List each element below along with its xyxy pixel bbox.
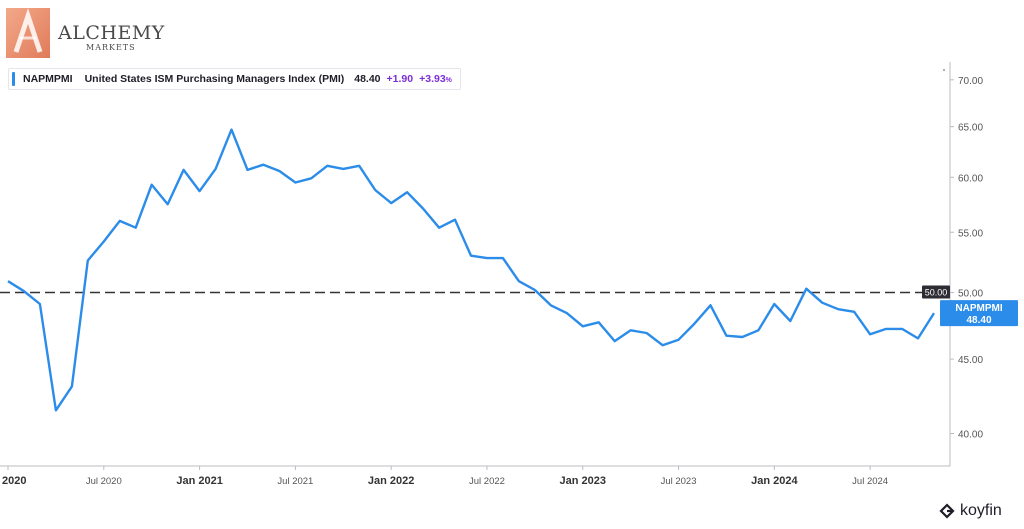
y-tick-label: 40.00 (958, 430, 983, 441)
y-tick-label: 50.00 (958, 289, 983, 300)
y-tick-label: 60.00 (958, 173, 983, 184)
legend-percent: +3.93% (419, 73, 452, 85)
x-tick-label: Jan 2023 (560, 475, 606, 487)
series-group (7, 128, 936, 412)
brand-name: ALCHEMY (58, 22, 165, 44)
corner-dot (943, 69, 945, 71)
alchemy-logo: ALCHEMY MARKETS (6, 6, 164, 58)
y-axis-ticks: 40.00 45.00 50.00 55.00 60.00 65.00 70.00 (950, 76, 983, 441)
legend-change: +1.90 (386, 73, 414, 85)
koyfin-logo-icon (939, 503, 955, 519)
y-tick-label: 45.00 (958, 355, 983, 366)
x-tick-label: Jul 2021 (277, 476, 313, 487)
legend-ticker: NAPMPMI (23, 73, 73, 85)
x-axis-ticks: 2020 Jul 2020 Jan 2021 Jul 2021 Jan 2022 Jul … (2, 466, 888, 487)
legend-value: 48.40 (354, 73, 381, 85)
chart-frame (0, 62, 951, 467)
last-value-tag-value: 48.40 (966, 315, 991, 326)
koyfin-watermark: koyfin (938, 502, 1002, 520)
koyfin-wordmark: koyfin (960, 502, 1002, 519)
y-tick-label: 70.00 (958, 76, 983, 87)
alchemy-logo-icon (6, 8, 50, 58)
x-tick-label: Jan 2021 (176, 475, 222, 487)
x-tick-label: Jan 2022 (368, 475, 414, 487)
x-tick-label: Jul 2020 (86, 476, 122, 487)
reference-tag: 50.00 (922, 285, 950, 299)
reference-tag-bg (922, 285, 950, 299)
last-value-tag-bg (940, 300, 1018, 327)
y-tick-label: 65.00 (958, 123, 983, 134)
series-color-swatch (12, 72, 15, 86)
reference-tag-label: 50.00 (925, 288, 948, 298)
x-tick-label: Jul 2022 (469, 476, 505, 487)
brand-subtitle: MARKETS (86, 43, 136, 52)
y-tick-label: 55.00 (958, 228, 983, 239)
x-tick-label: Jul 2023 (661, 476, 697, 487)
x-tick-label: Jan 2024 (751, 475, 798, 487)
x-tick-label: Jul 2024 (852, 476, 888, 487)
napmpmi-series-line (7, 128, 936, 412)
legend-description: United States ISM Purchasing Managers In… (84, 73, 345, 85)
legend-percent-value: +3.93 (419, 73, 446, 85)
legend-percent-unit: % (445, 77, 452, 84)
last-value-tag-ticker: NAPMPMI (955, 303, 1002, 314)
series-legend[interactable]: NAPMPMI United States ISM Purchasing Man… (8, 68, 461, 90)
x-tick-label: 2020 (2, 475, 26, 487)
